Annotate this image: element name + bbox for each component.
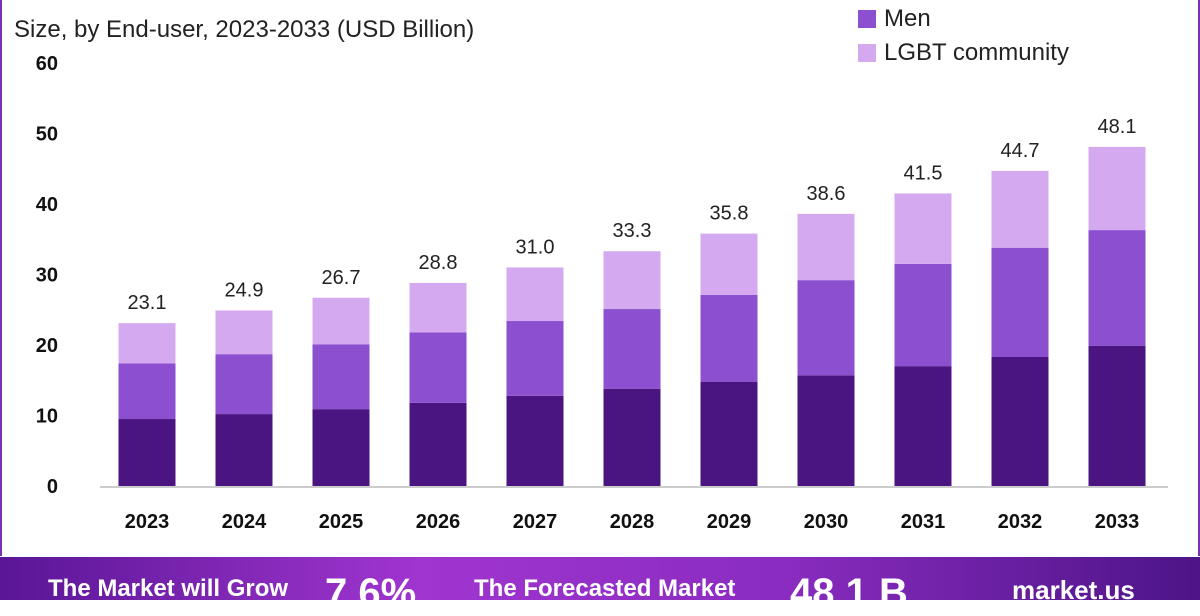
legend-label: LGBT community xyxy=(884,39,1069,66)
bar-segment-2 xyxy=(700,294,758,382)
bar-segment-1 xyxy=(312,409,370,486)
total-label: 26.7 xyxy=(322,267,361,289)
y-tick-label: 40 xyxy=(36,194,58,216)
grow-label: The Market will Grow xyxy=(48,575,289,602)
total-label: 35.8 xyxy=(710,203,749,225)
bar-segment-3 xyxy=(797,213,855,281)
legend-item-lgbt: LGBT community xyxy=(858,36,1069,70)
bar-segment-1 xyxy=(215,414,273,486)
bar-segment-1 xyxy=(991,356,1049,486)
chart-subtitle: Size, by End-user, 2023-2033 (USD Billio… xyxy=(14,16,475,43)
chart-frame xyxy=(0,0,1200,556)
bar-segment-2 xyxy=(506,321,564,396)
x-tick-label: 2031 xyxy=(901,511,946,533)
bar-segment-2 xyxy=(797,280,855,376)
bar-segment-3 xyxy=(118,323,176,364)
bar-segment-2 xyxy=(409,332,467,403)
bar-segment-3 xyxy=(700,233,758,295)
bar-segment-3 xyxy=(506,267,564,322)
legend-swatch xyxy=(858,44,876,62)
y-tick-label: 0 xyxy=(47,476,58,498)
x-tick-label: 2023 xyxy=(125,511,170,533)
x-tick-label: 2028 xyxy=(610,511,655,533)
forecast-value: 48.1 B xyxy=(790,571,908,615)
total-label: 24.9 xyxy=(225,279,264,301)
legend-label: Men xyxy=(884,5,931,32)
summary-banner: The Market will Grow 7.6% The Forecasted… xyxy=(0,557,1200,615)
x-tick-label: 2033 xyxy=(1095,511,1140,533)
bar-segment-2 xyxy=(1088,230,1146,346)
bar-segment-3 xyxy=(215,310,273,355)
bar-segment-1 xyxy=(700,381,758,486)
x-tick-label: 2025 xyxy=(319,511,364,533)
x-tick-label: 2026 xyxy=(416,511,461,533)
bar-segment-3 xyxy=(894,193,952,264)
total-label: 23.1 xyxy=(128,292,167,314)
y-tick-label: 60 xyxy=(36,53,58,75)
y-tick-label: 20 xyxy=(36,335,58,357)
total-label: 44.7 xyxy=(1001,140,1040,162)
x-tick-label: 2029 xyxy=(707,511,752,533)
total-label: 38.6 xyxy=(807,183,846,205)
bar-segment-2 xyxy=(118,363,176,420)
total-label: 33.3 xyxy=(613,220,652,242)
x-tick-label: 2027 xyxy=(513,511,558,533)
cagr-value: 7.6% xyxy=(325,571,417,615)
x-tick-label: 2032 xyxy=(998,511,1043,533)
total-label: 48.1 xyxy=(1098,116,1137,138)
bar-segment-3 xyxy=(409,282,467,333)
total-label: 28.8 xyxy=(419,252,458,274)
y-tick-label: 30 xyxy=(36,265,58,287)
total-label: 31.0 xyxy=(516,236,555,258)
bar-segment-3 xyxy=(1088,146,1146,231)
bar-segment-3 xyxy=(603,251,661,310)
bar-segment-1 xyxy=(1088,345,1146,486)
legend-swatch xyxy=(858,10,876,28)
bar-segment-2 xyxy=(991,247,1049,357)
bar-segment-3 xyxy=(991,170,1049,248)
bar-segment-1 xyxy=(894,366,952,486)
brand-logo: market.us xyxy=(1012,575,1135,605)
legend-item-men: Men xyxy=(858,2,1069,36)
legend: Men LGBT community xyxy=(858,2,1069,70)
bar-segment-1 xyxy=(506,395,564,486)
bar-segment-2 xyxy=(894,263,952,367)
bar-segment-1 xyxy=(118,419,176,486)
bar-segment-1 xyxy=(603,388,661,486)
x-tick-label: 2024 xyxy=(222,511,267,533)
y-tick-label: 50 xyxy=(36,124,58,146)
total-label: 41.5 xyxy=(904,162,943,184)
bar-segment-2 xyxy=(312,344,370,410)
x-tick-label: 2030 xyxy=(804,511,849,533)
bar-segment-1 xyxy=(797,375,855,486)
bar-segment-2 xyxy=(603,309,661,389)
bar-segment-3 xyxy=(312,297,370,345)
forecast-label: The Forecasted Market xyxy=(474,575,736,602)
bar-chart: 010203040506023.1202324.9202426.7202528.… xyxy=(36,53,1168,533)
bar-segment-1 xyxy=(409,402,467,486)
y-tick-label: 10 xyxy=(36,406,58,428)
bar-segment-2 xyxy=(215,354,273,415)
